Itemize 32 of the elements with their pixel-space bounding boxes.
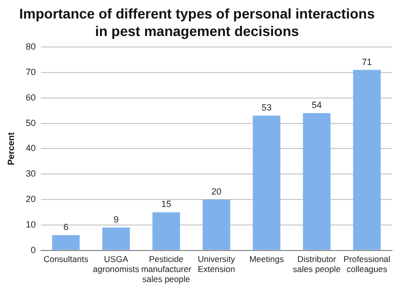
y-tick-label: 40 [26, 143, 36, 154]
y-tick-label: 30 [26, 168, 36, 179]
data-label: 15 [161, 199, 172, 210]
y-tick-label: 50 [26, 118, 36, 128]
x-tick-label: Pesticide manufacturer sales people [141, 254, 192, 284]
data-label: 6 [63, 222, 68, 232]
bar [302, 113, 331, 250]
bar [102, 228, 130, 250]
data-label: 20 [211, 186, 222, 197]
x-tick-label: Professional colleagues [344, 254, 390, 274]
chart-title: Importance of different types of personal interactions in pest management decisions [19, 6, 375, 40]
y-tick-label: 0 [30, 244, 36, 255]
x-tick-label: University Extension [198, 254, 236, 274]
y-tick-label: 70 [26, 66, 36, 77]
y-tick-label: 60 [26, 92, 36, 102]
x-tick-label: Consultants [43, 254, 88, 264]
bar [353, 70, 381, 250]
data-label: 54 [312, 100, 322, 110]
y-tick-label: 10 [26, 219, 36, 230]
bar [52, 235, 80, 250]
bar [202, 200, 230, 250]
data-label: 71 [362, 56, 372, 67]
data-label: 9 [114, 214, 119, 224]
x-tick-label: Meetings [249, 254, 284, 264]
bar [252, 116, 280, 250]
bar [152, 212, 180, 250]
x-tick-label: Distributor sales people [292, 254, 341, 274]
data-label: 53 [262, 102, 272, 113]
x-tick-label: USGA agronomists [92, 254, 140, 274]
y-tick-label: 80 [26, 41, 36, 52]
y-tick-label: 20 [26, 194, 36, 204]
y-axis-title: Percent [6, 132, 16, 166]
